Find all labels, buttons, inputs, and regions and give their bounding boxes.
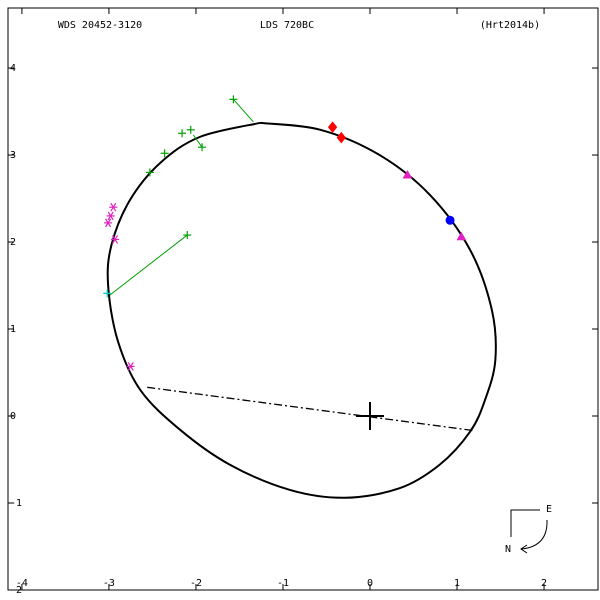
x-tick-label: 2 bbox=[541, 578, 547, 589]
x-tick-label: -3 bbox=[103, 578, 115, 589]
observation bbox=[198, 143, 207, 152]
plot-frame bbox=[7, 7, 599, 591]
x-tick-label: 1 bbox=[454, 578, 460, 589]
orbit bbox=[106, 121, 497, 499]
compass-north: N bbox=[505, 544, 511, 555]
observation bbox=[402, 170, 413, 179]
x-tick-label: 0 bbox=[367, 578, 373, 589]
y-tick-label: -2 bbox=[10, 585, 22, 596]
compass: E N bbox=[505, 504, 552, 555]
compass-arrowhead bbox=[520, 544, 528, 554]
observation bbox=[103, 289, 112, 298]
y-tick-label: 0 bbox=[10, 411, 16, 422]
marker-shape bbox=[456, 231, 467, 241]
compass-axes bbox=[510, 509, 540, 537]
observation bbox=[160, 149, 169, 158]
marker-shape bbox=[445, 215, 455, 225]
compass-east: E bbox=[546, 504, 552, 515]
marker-shape bbox=[327, 121, 338, 133]
title-left: WDS 20452-3120 bbox=[58, 20, 142, 31]
title-center: LDS 720BC bbox=[260, 20, 314, 31]
observation bbox=[456, 231, 467, 241]
marker-stroke bbox=[127, 362, 134, 371]
compass-arrow bbox=[521, 519, 548, 550]
line-of-nodes bbox=[147, 386, 476, 432]
observation bbox=[445, 215, 455, 225]
observation bbox=[183, 231, 192, 240]
x-tick-label: -2 bbox=[190, 578, 202, 589]
y-tick-label: -1 bbox=[10, 498, 22, 509]
x-tick-label: -4 bbox=[16, 578, 28, 589]
y-tick-label: 1 bbox=[10, 324, 16, 335]
observation bbox=[106, 211, 115, 221]
marker-shape bbox=[402, 170, 413, 179]
y-tick-label: 2 bbox=[10, 237, 16, 248]
marker-stroke bbox=[110, 202, 117, 212]
marker-stroke bbox=[112, 235, 119, 244]
primary-star bbox=[356, 402, 385, 431]
marker-shape bbox=[336, 131, 346, 144]
residual bbox=[192, 134, 203, 148]
observation bbox=[111, 235, 120, 244]
observation bbox=[109, 202, 118, 212]
residual bbox=[233, 99, 254, 123]
residual bbox=[109, 234, 188, 296]
observation bbox=[178, 129, 187, 138]
observation bbox=[327, 121, 338, 133]
marker-stroke bbox=[107, 211, 114, 221]
observation bbox=[336, 131, 346, 144]
observation bbox=[145, 168, 154, 177]
observation bbox=[229, 95, 238, 104]
x-tick-label: -1 bbox=[277, 578, 289, 589]
observation bbox=[126, 362, 135, 371]
observation bbox=[104, 218, 113, 228]
title-right: (Hrt2014b) bbox=[480, 20, 540, 31]
y-tick-label: 3 bbox=[10, 150, 16, 161]
marker-stroke bbox=[105, 218, 112, 228]
observation bbox=[186, 125, 195, 134]
y-tick-label: 4 bbox=[10, 63, 16, 74]
